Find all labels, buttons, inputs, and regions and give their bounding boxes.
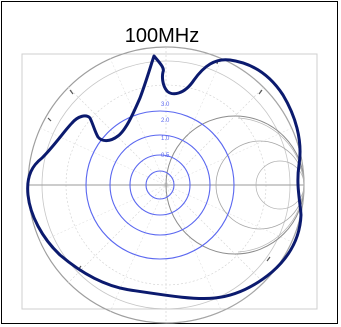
reactance-arc [237,117,305,186]
radiation-trace [26,54,303,301]
concentric-circle [129,154,191,216]
circle-label: 3.0 [161,102,170,108]
concentric-circle [145,170,175,200]
concentric-circle [85,110,235,260]
circle-label: 1.0 [161,136,170,142]
tick-mark [69,89,74,95]
reactance-arc [237,184,305,253]
concentric-circle [109,134,211,236]
frequency-label: 100MHz [124,25,200,47]
tick-mark [258,89,263,95]
tick-mark [47,117,52,122]
tick-mark [266,256,271,262]
concentric-circles [85,110,235,260]
circle-label: 0.5 [161,153,170,159]
circle-label: 2.0 [161,118,170,124]
